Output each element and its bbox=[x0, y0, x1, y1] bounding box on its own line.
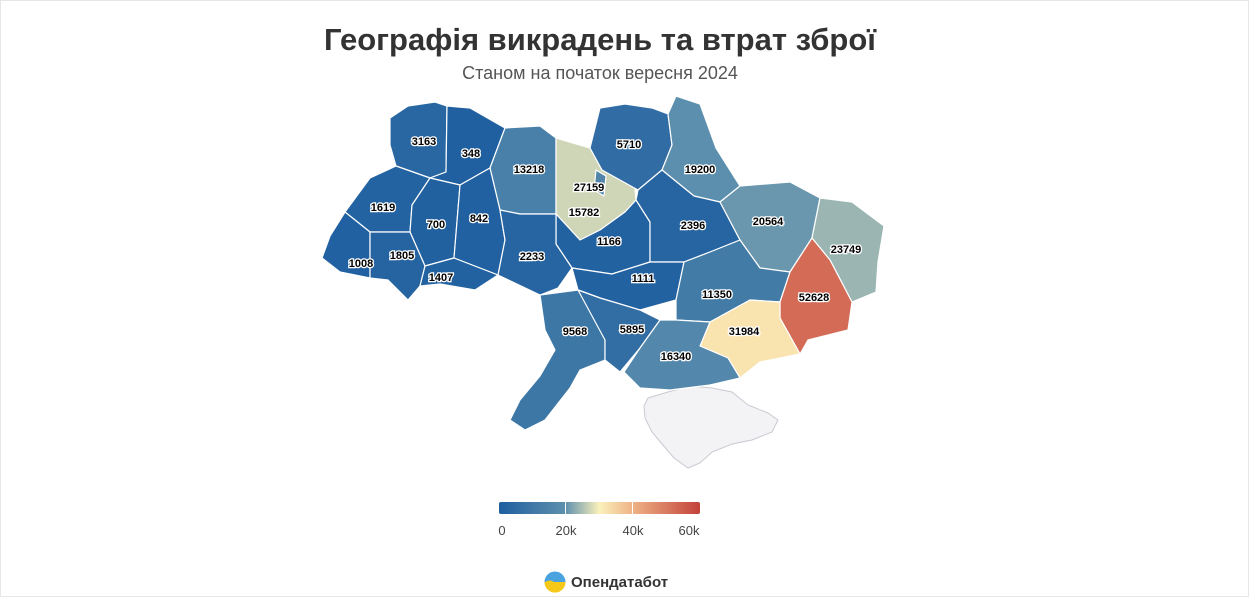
value-label-luhansk: 23749 bbox=[831, 244, 862, 256]
value-label-donetsk: 52628 bbox=[799, 292, 830, 304]
value-label-dnipropetrovsk: 11350 bbox=[702, 289, 732, 301]
regions-layer bbox=[321, 95, 885, 469]
brand-name: Опендатабот bbox=[571, 573, 669, 591]
region-ivano-frankivsk bbox=[369, 231, 426, 301]
value-label-kyiv-oblast: 27159 bbox=[574, 182, 605, 194]
value-label-poltava: 2396 bbox=[681, 220, 705, 232]
value-label-chernivtsi: 1407 bbox=[429, 272, 453, 284]
value-label-rivne: 348 bbox=[462, 148, 480, 160]
value-label-kherson: 16340 bbox=[661, 351, 692, 363]
value-label-volyn: 3163 bbox=[412, 136, 436, 148]
value-label-sumy: 19200 bbox=[685, 164, 716, 176]
legend-divider bbox=[565, 502, 566, 514]
legend-label-40k: 40k bbox=[622, 523, 644, 538]
value-label-ternopil: 700 bbox=[427, 219, 445, 231]
labels-layer: 3163 348 13218 27159 15782 5710 19200 1619 700 84… bbox=[347, 135, 862, 365]
value-label-lviv: 1619 bbox=[371, 202, 395, 214]
legend-label-0: 0 bbox=[498, 523, 506, 538]
region-crimea bbox=[643, 385, 779, 469]
ukraine-map: 3163 348 13218 27159 15782 5710 19200 1619 700 84… bbox=[321, 95, 885, 469]
value-label-khmelnytskyi: 842 bbox=[470, 213, 488, 225]
map-subtitle: Станом на початок вересня 2024 bbox=[462, 63, 738, 83]
legend-label-20k: 20k bbox=[555, 523, 577, 538]
value-label-vinnytsia: 2233 bbox=[520, 251, 544, 263]
opendatabot-logo-icon bbox=[544, 571, 566, 593]
value-label-mykolaiv: 5895 bbox=[620, 324, 644, 336]
legend-divider bbox=[632, 502, 633, 514]
value-label-kyiv-city: 15782 bbox=[569, 207, 600, 219]
legend-colorbar bbox=[499, 502, 700, 514]
brand-logo: Опендатабот bbox=[544, 571, 668, 593]
value-label-cherkasy: 1166 bbox=[597, 236, 621, 248]
value-label-zaporizhzhia: 31984 bbox=[729, 326, 760, 338]
legend-label-60k: 60k bbox=[678, 523, 700, 538]
value-label-ivano-frankivsk: 1805 bbox=[390, 250, 414, 262]
value-label-chernihiv: 5710 bbox=[617, 139, 641, 151]
value-label-odesa: 9568 bbox=[563, 326, 587, 338]
value-label-zakarpattia: 1008 bbox=[349, 258, 373, 270]
value-label-zhytomyr: 13218 bbox=[514, 164, 545, 176]
region-kherson bbox=[623, 319, 741, 391]
value-label-kirovohrad: 1111 bbox=[632, 273, 655, 285]
value-label-kharkiv: 20564 bbox=[753, 216, 784, 228]
region-kyiv-city bbox=[593, 169, 607, 197]
map-title: Географія викрадень та втрат зброї bbox=[323, 22, 877, 57]
region-vinnytsia bbox=[497, 209, 573, 296]
